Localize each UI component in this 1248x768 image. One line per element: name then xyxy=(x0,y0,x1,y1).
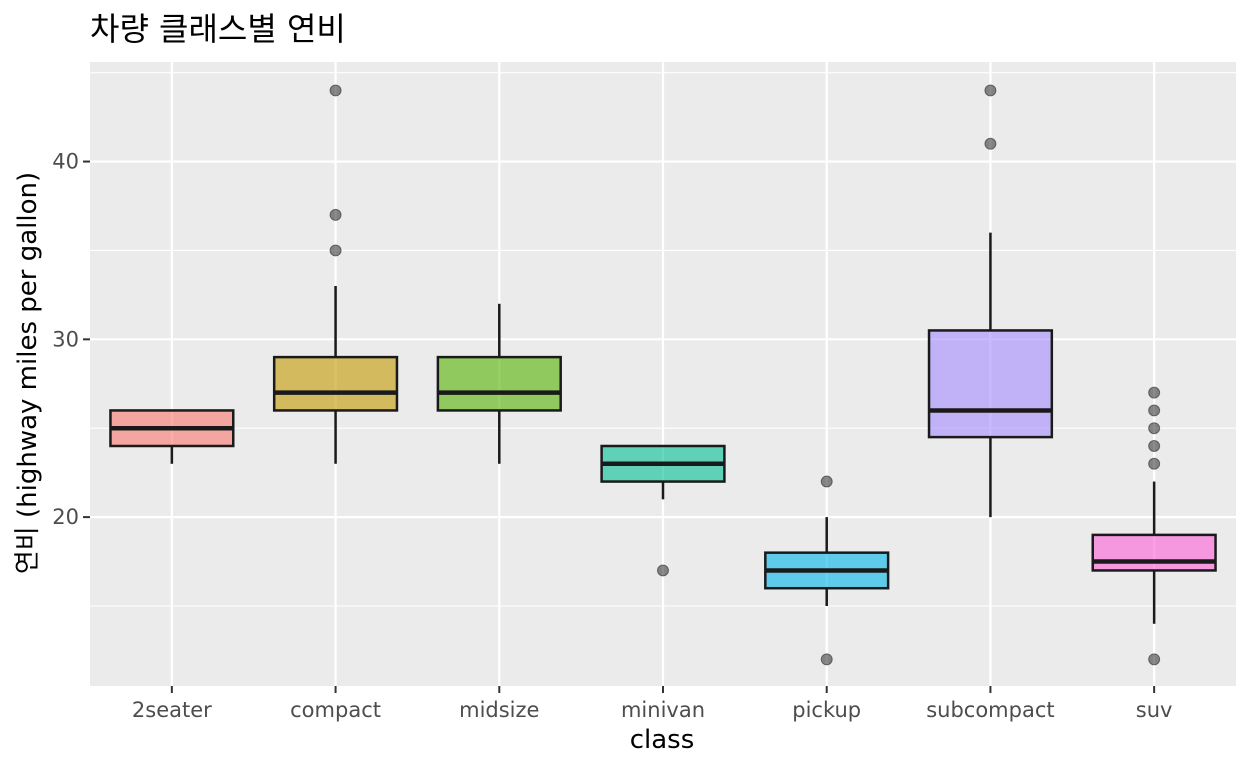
x-tick-label: pickup xyxy=(792,698,861,722)
box-body xyxy=(1091,533,1217,572)
x-tick-label: 2seater xyxy=(132,698,212,722)
outlier-point xyxy=(329,208,342,221)
x-tick-label: minivan xyxy=(621,698,705,722)
outlier-point xyxy=(984,84,997,97)
chart-title: 차량 클래스별 연비 xyxy=(90,10,346,48)
outlier-point xyxy=(984,137,997,150)
y-tick-label: 30 xyxy=(52,327,79,351)
outlier-point xyxy=(1148,404,1161,417)
x-tick-label: subcompact xyxy=(926,698,1054,722)
outlier-point xyxy=(1148,440,1161,452)
outlier-point xyxy=(1148,422,1161,435)
box-subcompact xyxy=(927,84,1054,518)
box-body xyxy=(272,355,399,412)
box-midsize xyxy=(436,303,562,464)
box-body xyxy=(436,355,562,412)
x-axis-title: class xyxy=(630,725,695,755)
outlier-point xyxy=(1148,653,1161,666)
outlier-point xyxy=(1148,457,1161,470)
box-body xyxy=(927,329,1054,439)
box-pickup xyxy=(764,475,890,666)
y-axis-title: 연비 (highway miles per gallon) xyxy=(13,172,43,574)
box-suv xyxy=(1091,386,1217,666)
outlier-point xyxy=(1148,386,1161,399)
y-tick-label: 20 xyxy=(52,505,79,529)
box-2seater xyxy=(109,409,235,464)
box-layer xyxy=(109,84,1217,666)
outlier-point xyxy=(329,84,342,97)
outlier-point xyxy=(820,653,833,666)
outlier-point xyxy=(329,244,342,257)
outlier-point xyxy=(657,564,669,577)
box-minivan xyxy=(600,444,726,577)
x-tick-label: midsize xyxy=(459,698,539,722)
box-compact xyxy=(272,84,399,464)
y-tick-label: 40 xyxy=(52,150,79,174)
outlier-point xyxy=(820,475,833,488)
x-tick-label: compact xyxy=(290,698,381,722)
axis-layer: 20 30 40 2seater compact midsize minivan pickup… xyxy=(52,150,1172,722)
x-tick-label: suv xyxy=(1136,698,1173,722)
